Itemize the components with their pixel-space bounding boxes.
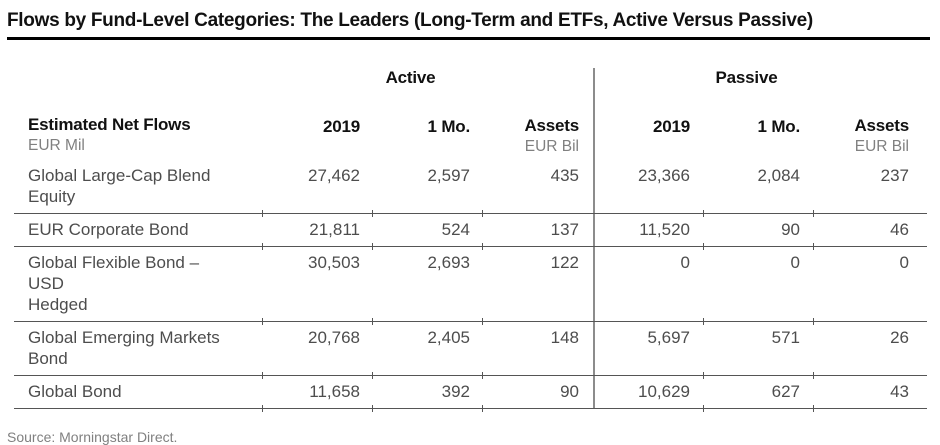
active-assets-value: 137 <box>482 210 593 246</box>
active-assets-value: 122 <box>482 243 593 321</box>
active-1mo-value: 2,405 <box>372 318 482 375</box>
table-row: Global Bond 11,658 392 90 10,629 627 43 <box>14 372 927 412</box>
table-row: Global Emerging Markets Bond 20,768 2,405… <box>14 318 927 375</box>
table-body: Global Large-Cap Blend Equity 27,462 2,5… <box>14 160 927 412</box>
group-header-row: Active Passive <box>14 68 927 92</box>
table-row: EUR Corporate Bond 21,811 524 137 11,520… <box>14 210 927 246</box>
active-assets-value: 435 <box>550 166 579 185</box>
flows-table: Active Passive Estimated Net Flows EUR M… <box>14 68 927 412</box>
header-label-unit: EUR Mil <box>28 137 85 154</box>
section-divider <box>593 160 596 213</box>
row-label: Global Bond <box>28 382 122 401</box>
active-2019-value: 27,462 <box>308 166 360 185</box>
section-divider <box>593 92 596 160</box>
passive-1mo-value: 571 <box>703 318 813 375</box>
header-active-1mo: 1 Mo. <box>427 117 471 136</box>
passive-2019-value: 10,629 <box>638 382 690 401</box>
header-passive-1mo: 1 Mo. <box>757 117 801 136</box>
row-label: EUR Corporate Bond <box>28 220 189 239</box>
active-2019-value: 11,658 <box>262 372 372 412</box>
passive-assets-value: 46 <box>813 210 927 246</box>
table-row: Global Flexible Bond – USD Hedged 30,503 … <box>14 243 927 321</box>
passive-1mo-value: 90 <box>703 210 813 246</box>
passive-assets-value: 237 <box>880 166 909 185</box>
active-1mo-value: 2,597 <box>427 166 470 185</box>
report-page: Flows by Fund-Level Categories: The Lead… <box>0 9 940 445</box>
table-row: Global Large-Cap Blend Equity 27,462 2,5… <box>14 160 927 213</box>
row-label: Global Flexible Bond – USD Hedged <box>28 253 200 314</box>
header-passive-2019: 2019 <box>652 117 690 136</box>
active-2019-value: 30,503 <box>262 243 372 321</box>
active-1mo-value: 2,693 <box>372 243 482 321</box>
passive-2019-value: 11,520 <box>639 220 690 239</box>
section-divider <box>593 322 596 375</box>
header-active-2019: 2019 <box>322 117 360 136</box>
section-divider <box>593 68 596 92</box>
active-2019-value: 20,768 <box>262 318 372 375</box>
active-2019-value: 21,811 <box>262 210 372 246</box>
passive-2019-value: 0 <box>680 253 690 272</box>
header-label: Estimated Net Flows <box>28 115 191 134</box>
active-assets-value: 148 <box>482 318 593 375</box>
passive-2019-value: 5,697 <box>647 328 690 347</box>
source-note: Source: Morningstar Direct. <box>7 429 178 445</box>
section-divider <box>593 376 596 408</box>
row-label: Global Large-Cap Blend Equity <box>28 166 211 206</box>
header-active-assets: Assets EUR Bil <box>524 116 579 155</box>
passive-1mo-value: 2,084 <box>757 166 800 185</box>
passive-assets-value: 43 <box>813 372 927 412</box>
column-header-row: Estimated Net Flows EUR Mil 2019 1 Mo. A… <box>14 92 927 160</box>
passive-2019-value: 23,366 <box>638 166 690 185</box>
active-1mo-value: 524 <box>372 210 482 246</box>
header-estimated-net-flows: Estimated Net Flows EUR Mil <box>14 92 262 160</box>
page-title: Flows by Fund-Level Categories: The Lead… <box>7 10 813 31</box>
active-assets-value: 90 <box>482 372 593 412</box>
passive-1mo-value: 0 <box>703 243 813 321</box>
section-divider <box>593 247 596 321</box>
section-divider <box>593 214 596 246</box>
passive-assets-value: 0 <box>813 243 927 321</box>
title-rule <box>7 37 930 40</box>
group-header-passive: Passive <box>715 68 778 87</box>
group-header-active: Active <box>385 68 436 87</box>
header-passive-assets: Assets EUR Bil <box>854 116 909 155</box>
passive-assets-value: 26 <box>813 318 927 375</box>
row-label: Global Emerging Markets Bond <box>28 328 220 368</box>
group-header-spacer <box>14 68 262 92</box>
active-1mo-value: 392 <box>372 372 482 412</box>
passive-1mo-value: 627 <box>703 372 813 412</box>
